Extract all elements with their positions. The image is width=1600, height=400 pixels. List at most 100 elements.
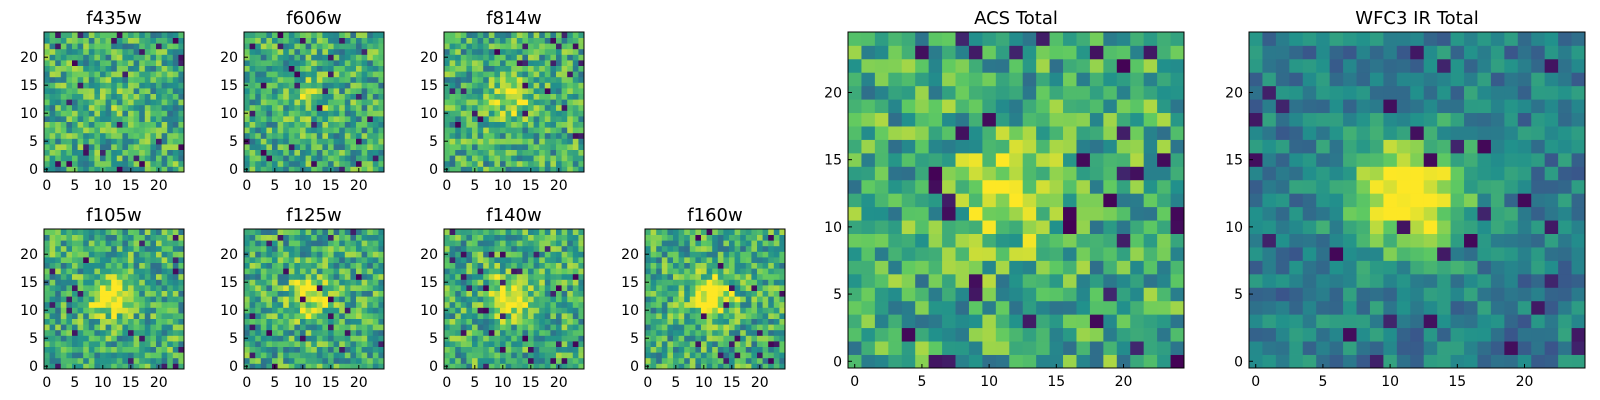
heatmap-cell: [1009, 260, 1024, 275]
heatmap-cell: [483, 132, 490, 139]
heatmap-cell: [139, 346, 146, 353]
heatmap-cell: [344, 43, 351, 50]
heatmap-cell: [60, 251, 67, 258]
heatmap-cell: [717, 290, 724, 297]
heatmap-cell: [1143, 273, 1158, 288]
heatmap-cell: [483, 104, 490, 111]
heatmap-cell: [311, 60, 318, 66]
heatmap-cell: [472, 335, 478, 342]
heatmap-cell: [277, 48, 284, 55]
heatmap-cell: [706, 352, 713, 359]
heatmap-cell: [378, 363, 385, 370]
heatmap-cell: [372, 138, 379, 145]
heatmap-cell: [567, 257, 574, 263]
heatmap-cell: [322, 132, 329, 139]
heatmap-cell: [94, 229, 101, 235]
heatmap-cell: [161, 93, 168, 100]
heatmap-cell: [667, 357, 674, 364]
heatmap-cell: [556, 273, 562, 280]
heatmap-cell: [294, 93, 301, 100]
heatmap-cell: [500, 99, 506, 106]
heatmap-cell: [111, 71, 118, 78]
heatmap-cell: [1103, 341, 1118, 355]
heatmap-cell: [712, 363, 719, 370]
heatmap-cell: [356, 313, 362, 319]
heatmap-cell: [339, 313, 346, 319]
heatmap-cell: [544, 268, 551, 275]
heatmap-cell: [861, 314, 876, 329]
heatmap-cell: [466, 82, 473, 89]
heatmap-cell: [995, 220, 1010, 234]
heatmap-cell: [116, 296, 123, 303]
heatmap-cell: [1089, 179, 1104, 194]
heatmap-cell: [460, 54, 467, 61]
heatmap-cell: [1063, 314, 1077, 329]
heatmap-cell: [1089, 300, 1104, 315]
heatmap-cell: [494, 251, 501, 258]
heatmap-cell: [283, 99, 290, 106]
heatmap-cell: [156, 43, 162, 50]
heatmap-cell: [650, 229, 657, 235]
heatmap-cell: [505, 155, 512, 162]
heatmap-cell: [995, 354, 1010, 369]
heatmap-cell: [378, 54, 385, 61]
heatmap-cell: [322, 82, 329, 89]
heatmap-cell: [888, 260, 903, 275]
heatmap-cell: [178, 313, 185, 319]
heatmap-cell: [516, 234, 523, 241]
heatmap-cell: [83, 88, 90, 94]
heatmap-cell: [133, 341, 140, 347]
heatmap-cell: [455, 301, 462, 308]
heatmap-cell: [178, 37, 185, 44]
heatmap-cell: [249, 76, 256, 83]
heatmap-cell: [460, 290, 467, 297]
heatmap-cell: [455, 335, 462, 342]
heatmap-cell: [294, 43, 301, 50]
heatmap-cell: [942, 139, 956, 154]
heatmap-cell: [328, 296, 334, 303]
heatmap-cell: [77, 296, 84, 303]
heatmap-cell: [779, 273, 786, 280]
heatmap-cell: [300, 285, 306, 291]
heatmap-cell: [449, 357, 456, 364]
heatmap-cell: [367, 290, 374, 297]
heatmap-cell: [361, 357, 368, 364]
x-tick-label: 0: [42, 375, 51, 391]
heatmap-cell: [477, 240, 484, 247]
heatmap-cell: [745, 290, 752, 297]
heatmap-cell: [982, 126, 997, 140]
heatmap-cell: [60, 229, 67, 235]
heatmap-cell: [928, 341, 943, 355]
heatmap-cell: [128, 93, 134, 100]
heatmap-cell: [260, 341, 267, 347]
heatmap-cell: [294, 234, 301, 241]
heatmap-cell: [751, 240, 758, 247]
heatmap-cell: [60, 240, 67, 247]
heatmap-cell: [294, 245, 301, 252]
heatmap-cell: [322, 71, 329, 78]
heatmap-cell: [55, 352, 62, 359]
heatmap-cell: [144, 99, 151, 106]
heatmap-cell: [661, 273, 668, 280]
heatmap-cell: [66, 296, 73, 303]
heatmap-cell: [316, 76, 323, 83]
heatmap-cell: [942, 300, 956, 315]
heatmap-cell: [277, 257, 284, 263]
heatmap-cell: [500, 60, 506, 66]
heatmap-cell: [712, 290, 719, 297]
heatmap-cell: [768, 307, 775, 314]
heatmap-cell: [356, 301, 362, 308]
y-tick-label: 15: [20, 78, 38, 94]
heatmap-cell: [488, 160, 495, 167]
heatmap-cell: [717, 363, 724, 370]
heatmap-cell: [49, 346, 56, 353]
heatmap-cell: [528, 37, 534, 44]
heatmap-cell: [444, 99, 450, 106]
heatmap-cell: [283, 234, 290, 241]
heatmap-cell: [762, 307, 769, 314]
heatmap-cell: [305, 313, 312, 319]
heatmap-cell: [455, 285, 462, 291]
heatmap-cell: [122, 93, 129, 100]
heatmap-cell: [488, 82, 495, 89]
heatmap-cell: [550, 76, 557, 83]
